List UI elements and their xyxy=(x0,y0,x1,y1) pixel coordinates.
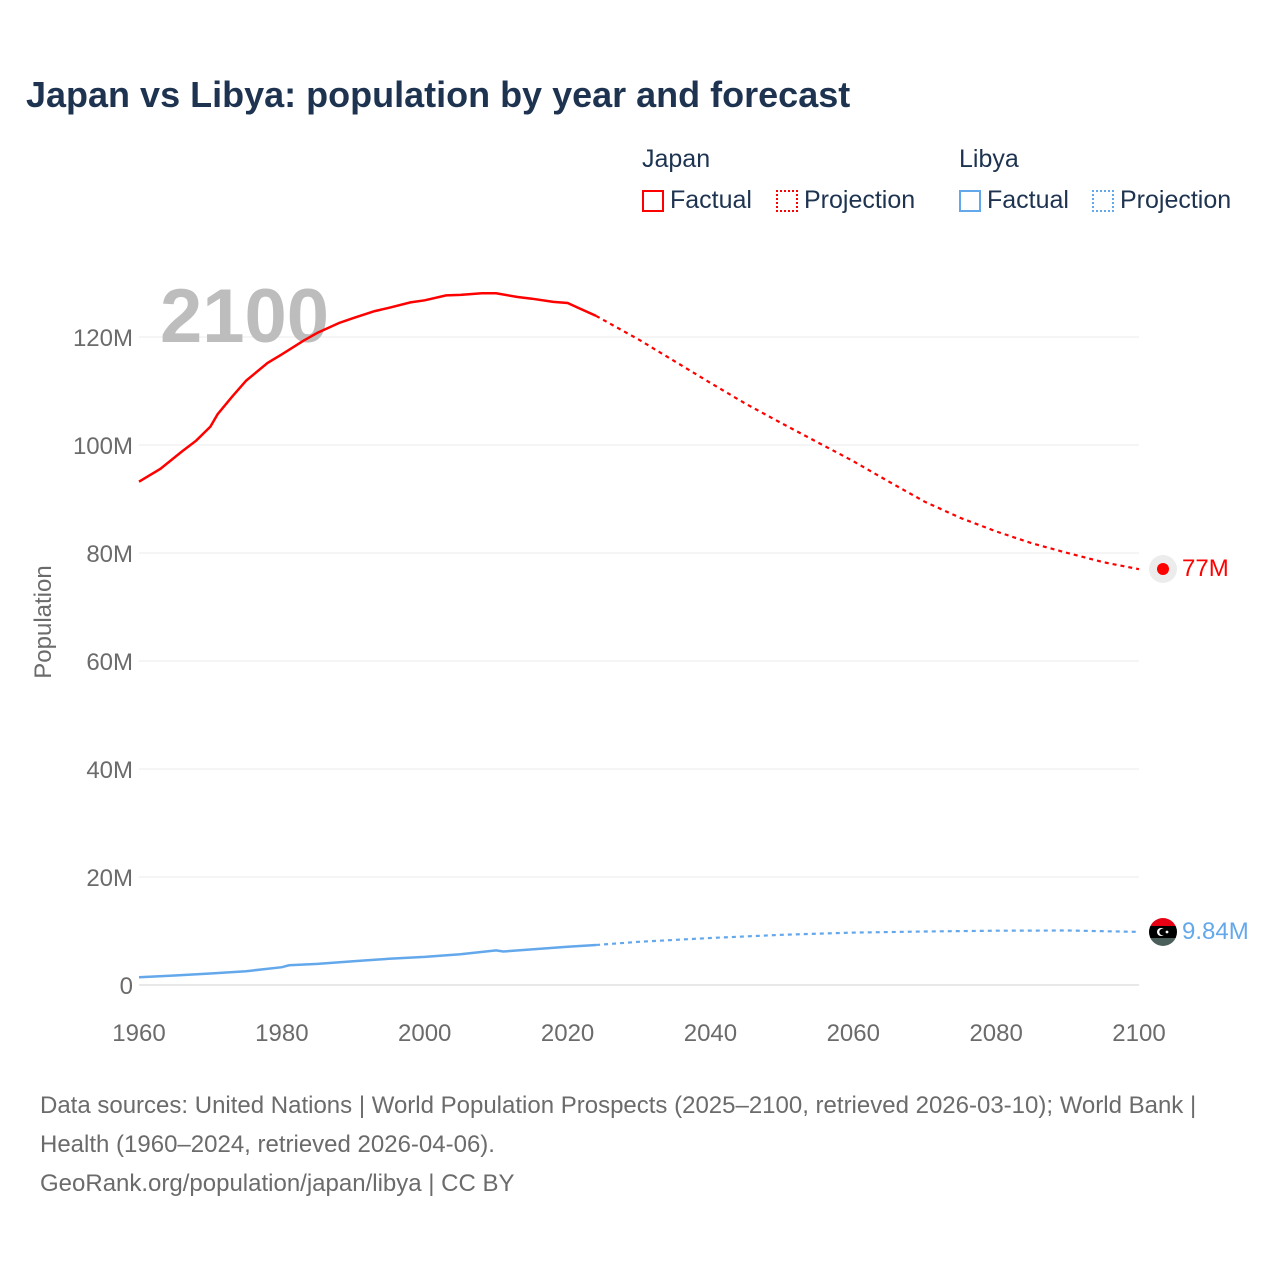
y-tick-label: 120M xyxy=(73,325,133,352)
legend-label: Projection xyxy=(1120,186,1232,214)
legend-label: Projection xyxy=(804,186,916,214)
legend-swatch-solid xyxy=(959,189,981,212)
legend-swatch-dotted xyxy=(776,189,798,212)
x-tick-label: 2040 xyxy=(684,1020,737,1047)
libya-flag-icon[interactable] xyxy=(1149,918,1177,946)
libya-factual-line[interactable] xyxy=(138,943,597,979)
japan-end-marker[interactable] xyxy=(1157,563,1169,575)
y-axis-label: Population xyxy=(30,565,57,678)
x-tick-label: 2000 xyxy=(398,1020,451,1047)
y-tick-label: 40M xyxy=(86,757,133,784)
y-tick-label: 0 xyxy=(120,973,133,1000)
legend-swatch-dotted xyxy=(1092,189,1114,212)
y-tick-label: 20M xyxy=(86,865,133,892)
legend-group-japan: Japan xyxy=(642,145,711,173)
legend-libya-factual[interactable]: Factual xyxy=(959,186,1069,215)
japan-end-label: 77M xyxy=(1182,555,1229,582)
legend-group-libya: Libya xyxy=(959,145,1019,173)
credit-link[interactable]: GeoRank.org/population/japan/libya | CC … xyxy=(40,1170,515,1197)
legend-label: Factual xyxy=(987,186,1069,214)
y-tick-label: 60M xyxy=(86,649,133,676)
x-tick-label: 2020 xyxy=(541,1020,594,1047)
data-sources: Data sources: United Nations | World Pop… xyxy=(40,1092,1197,1158)
legend-libya-projection[interactable]: Projection xyxy=(1092,186,1231,215)
legend-label: Factual xyxy=(670,186,752,214)
legend-japan-factual[interactable]: Factual xyxy=(642,186,752,215)
x-tick-label: 2060 xyxy=(827,1020,880,1047)
y-tick-label: 100M xyxy=(73,433,133,460)
footer: Data sources: United Nations | World Pop… xyxy=(40,1086,1240,1203)
libya-projection-line[interactable] xyxy=(596,929,1140,947)
japan-projection-line[interactable] xyxy=(595,314,1140,571)
legend-swatch-solid xyxy=(642,189,664,212)
x-tick-label: 2080 xyxy=(969,1020,1022,1047)
legend-japan-projection[interactable]: Projection xyxy=(776,186,915,215)
chart-title: Japan vs Libya: population by year and f… xyxy=(26,74,851,115)
year-watermark: 2100 xyxy=(160,274,329,359)
x-tick-label: 1980 xyxy=(255,1020,308,1047)
japan-factual-line[interactable] xyxy=(138,292,597,483)
libya-end-label: 9.84M xyxy=(1182,918,1249,945)
y-tick-label: 80M xyxy=(86,541,133,568)
x-tick-label: 2100 xyxy=(1112,1020,1165,1047)
x-tick-label: 1960 xyxy=(112,1020,165,1047)
